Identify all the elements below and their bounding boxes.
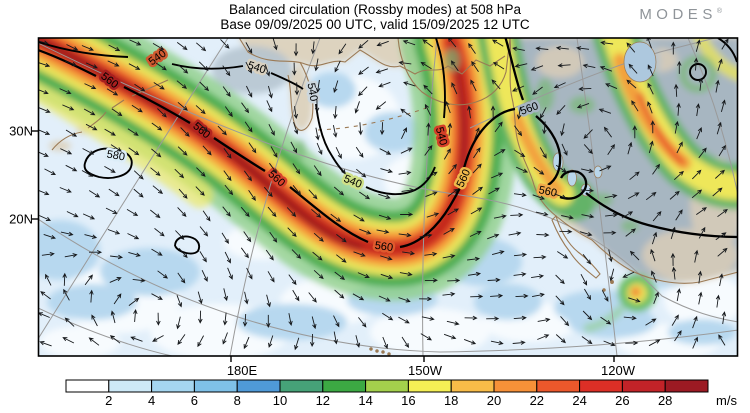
colorbar-cell xyxy=(664,379,709,393)
colorbar-cell xyxy=(450,379,495,393)
colorbar-cell xyxy=(365,379,409,393)
colorbar-tick-8: 8 xyxy=(234,393,241,408)
colorbar-cell xyxy=(151,379,195,393)
colorbar-unit: m/s xyxy=(716,393,737,408)
colorbar-tick-26: 26 xyxy=(615,393,629,408)
axis-ticks xyxy=(32,130,615,362)
colorbar-cell xyxy=(621,379,666,393)
colorbar-cell xyxy=(536,379,581,393)
map-frame xyxy=(37,37,739,357)
lon-label-120W: 120W xyxy=(601,363,636,378)
title-line2: Base 09/09/2025 00 UTC, valid 15/09/2025… xyxy=(220,17,530,32)
colorbar-tick-16: 16 xyxy=(401,393,415,408)
colorbar-cell xyxy=(493,379,538,393)
colorbar-cell xyxy=(236,379,281,393)
colorbar-tick-18: 18 xyxy=(444,393,458,408)
colorbar: 2 4 6 8 10 12 14 16 18 20 22 24 26 28 m/s xyxy=(65,379,737,408)
colorbar-cell xyxy=(279,379,324,393)
colorbar-tick-28: 28 xyxy=(658,393,672,408)
axis-labels: 30N 20N 180E 150W 120W xyxy=(9,124,636,379)
colorbar-cell xyxy=(407,379,452,393)
colorbar-tick-10: 10 xyxy=(273,393,287,408)
lon-label-150W: 150W xyxy=(408,363,443,378)
wind-arrows xyxy=(38,38,729,351)
colorbar-cell xyxy=(65,379,110,393)
lon-label-180E: 180E xyxy=(227,363,258,378)
colorbar-cell xyxy=(193,379,238,393)
contour-label-560: 560 xyxy=(374,240,394,254)
colorbar-tick-4: 4 xyxy=(148,393,155,408)
colorbar-cell xyxy=(108,379,153,393)
colorbar-tick-20: 20 xyxy=(487,393,501,408)
colorbar-tick-24: 24 xyxy=(572,393,586,408)
colorbar-cell xyxy=(579,379,623,393)
registered-mark: ® xyxy=(716,8,722,15)
colorbar-tick-14: 14 xyxy=(358,393,372,408)
colorbar-tick-6: 6 xyxy=(191,393,198,408)
wind-arrow-glyphs xyxy=(38,38,729,351)
map-title: Balanced circulation (Rossby modes) at 5… xyxy=(0,2,750,32)
title-line1: Balanced circulation (Rossby modes) at 5… xyxy=(229,2,521,17)
colorbar-tick-22: 22 xyxy=(530,393,544,408)
contour-label-560: 560 xyxy=(538,184,558,200)
colorbar-tick-2: 2 xyxy=(105,393,112,408)
modes-logo: MODES® xyxy=(639,6,722,23)
colorbar-tick-12: 12 xyxy=(316,393,330,408)
colorbar-cell xyxy=(322,379,367,393)
lat-label-30N: 30N xyxy=(9,124,33,139)
lat-label-20N: 20N xyxy=(9,212,33,227)
